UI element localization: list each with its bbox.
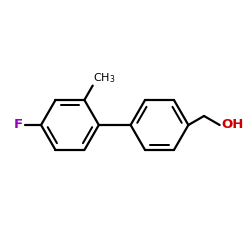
Text: CH$_3$: CH$_3$ xyxy=(94,71,116,85)
Text: F: F xyxy=(14,118,23,132)
Text: OH: OH xyxy=(221,118,244,132)
